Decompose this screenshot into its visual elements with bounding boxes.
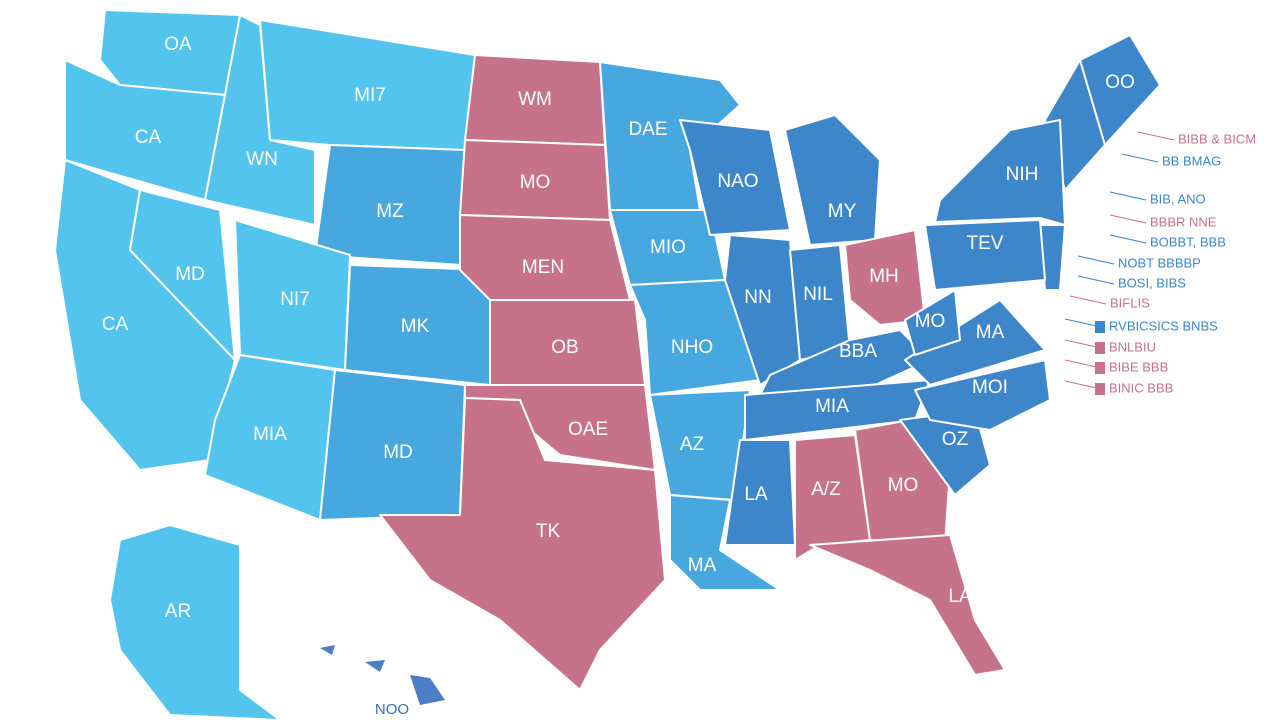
legend-swatch [1095, 362, 1105, 374]
state-label: MOI [972, 377, 1008, 398]
connector [1109, 214, 1147, 224]
connector [1069, 295, 1107, 305]
legend-swatch [1095, 321, 1105, 333]
state-label: MO [915, 311, 946, 332]
state-label: NN [744, 287, 771, 308]
state-label: BBA [839, 341, 877, 362]
state-label: OO [1105, 72, 1135, 93]
note: BBBR NNE [1150, 214, 1217, 229]
state [784, 114, 881, 246]
connector [1137, 131, 1175, 141]
state [904, 289, 961, 356]
state [204, 354, 336, 521]
state-label: OB [551, 337, 578, 358]
state-label: TEV [967, 233, 1004, 254]
state-label: MIA [815, 396, 849, 417]
state-label: NI7 [280, 289, 310, 310]
state [844, 229, 926, 326]
state-label: DAE [628, 119, 667, 140]
state-label: MA [688, 555, 717, 576]
states [54, 9, 1161, 720]
state-label: MK [401, 316, 430, 337]
connector [1121, 153, 1159, 163]
state-label: CA [135, 127, 162, 148]
state-label: OA [164, 34, 192, 55]
state-label: NIL [803, 284, 833, 305]
state-label: OZ [942, 429, 969, 450]
connector [1109, 191, 1147, 201]
legend-swatch [1095, 383, 1105, 395]
state-label: A/Z [811, 479, 841, 500]
note: BIBB & BICM [1178, 131, 1256, 146]
state-label: AZ [680, 434, 705, 455]
state [679, 119, 791, 236]
state-label: WM [518, 89, 552, 110]
island [410, 675, 445, 705]
state [934, 119, 1066, 226]
note: BIFLIS [1110, 295, 1150, 310]
state [809, 534, 1006, 676]
state-label: AR [165, 601, 191, 622]
state-label: CA [102, 314, 129, 335]
state-label: TK [536, 521, 561, 542]
island [320, 645, 335, 655]
state-label: MH [869, 266, 899, 287]
state-label: MEN [522, 257, 564, 278]
note: BB BMAG [1162, 153, 1221, 168]
connector [1109, 234, 1147, 244]
note: NOBT BBBBP [1118, 255, 1201, 270]
state [1079, 34, 1161, 146]
state-label: NOO [375, 701, 409, 718]
connector [1077, 255, 1115, 265]
state [904, 299, 1046, 386]
state-label: NAO [717, 171, 758, 192]
legend-swatch [1095, 342, 1105, 354]
note: RVBICSICS BNBS [1109, 318, 1218, 333]
state-label: MA [976, 322, 1005, 343]
island [365, 660, 385, 672]
note: BIBE BBB [1109, 359, 1168, 374]
state-label: MY [828, 201, 857, 222]
state [379, 397, 666, 691]
state-label: OAE [568, 419, 608, 440]
state-label: MZ [376, 201, 404, 222]
state-label: MO [520, 172, 551, 193]
state [109, 524, 281, 720]
state-label: MIA [253, 424, 287, 445]
state-label: LA [744, 484, 768, 505]
state [669, 494, 781, 591]
state-label: MI7 [354, 85, 386, 106]
state-label: WN [246, 149, 278, 170]
note: BIB, ANO [1150, 191, 1206, 206]
connector [1077, 275, 1115, 285]
state [629, 279, 761, 396]
note: BOBBT, BBB [1150, 234, 1226, 249]
state-label: MD [383, 442, 413, 463]
legend-notes: BIBB & BICM BB BMAG BIB, ANO BBBR NNE BOBBT,… [1064, 131, 1256, 395]
state [129, 189, 236, 361]
note: BOSI, BIBS [1118, 275, 1186, 290]
state-label: MO [888, 475, 919, 496]
note: BNLBIU [1109, 339, 1156, 354]
note: BINIC BBB [1109, 380, 1173, 395]
state [914, 359, 1051, 431]
state-labels: OA CA CA MD WN MI7 MZ NI7 MK MIA MD WM MO MEN OB OAE TK D… [102, 34, 1135, 718]
state-label: MD [175, 264, 205, 285]
state-label: LA [948, 586, 972, 607]
state-label: NHO [671, 337, 713, 358]
state-label: MIO [650, 237, 686, 258]
state [924, 219, 1046, 291]
state-label: NIH [1006, 164, 1039, 185]
